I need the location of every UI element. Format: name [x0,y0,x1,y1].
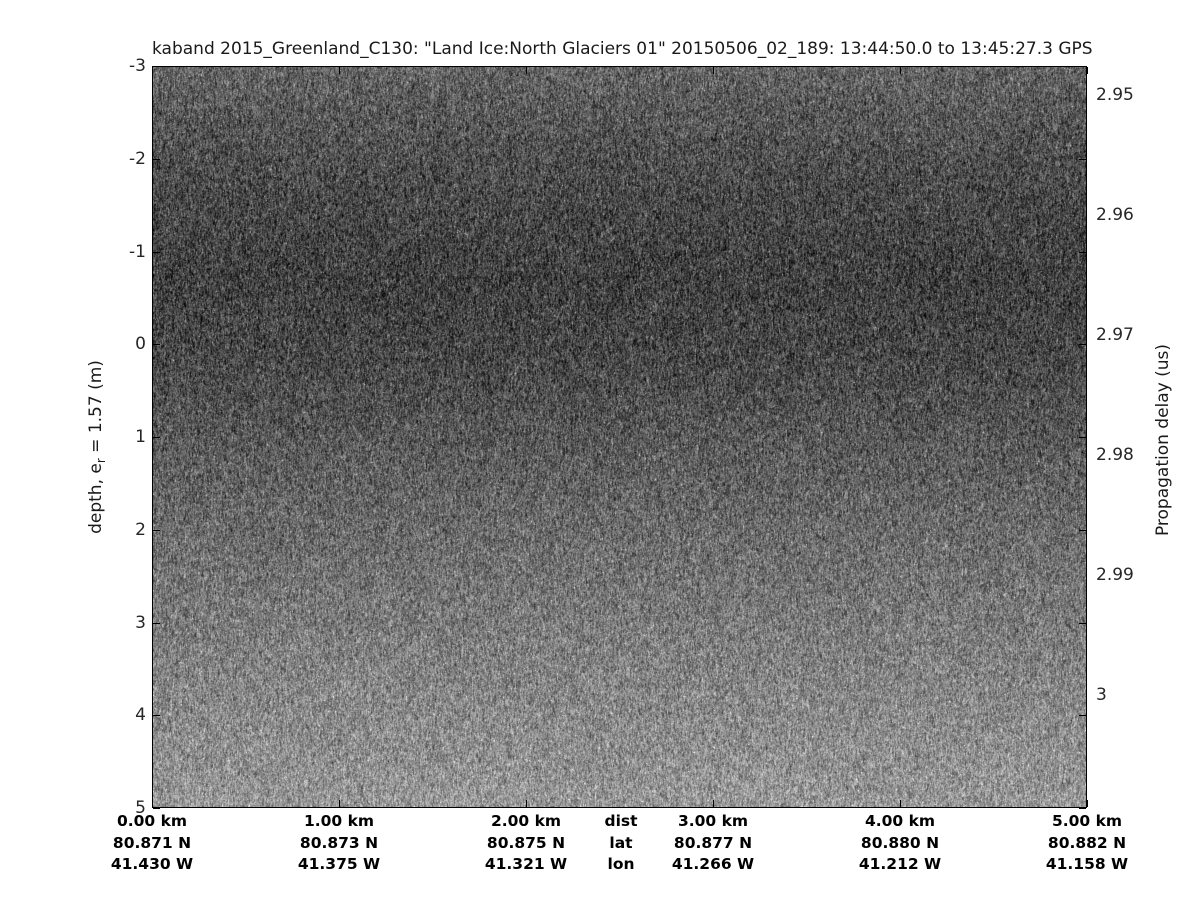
delay-tick-label: 2.96 [1096,205,1134,225]
delay-tick-label: 2.97 [1096,325,1134,345]
depth-tick-mark [153,715,160,716]
distance-tick-mark [152,67,153,74]
distance-column: 0.00 km 80.871 N 41.430 W [67,811,237,876]
echogram-plot-area [152,66,1088,809]
depth-tick-label: 4 [135,705,146,726]
lat-value: 80.873 N [299,833,379,852]
depth-tick-label: 5 [135,798,146,818]
delay-tick-label: 3 [1096,685,1107,705]
dist-value: 5.00 km [1051,812,1123,830]
lon-value: 41.321 W [484,855,568,873]
distance-tick-mark [1087,800,1088,807]
lon-value: 41.430 W [110,855,194,873]
x-axis-header-lat: lat [609,833,633,852]
depth-tick-mark [153,623,160,624]
depth-tick-mark [1079,623,1086,624]
depth-tick-label: 0 [135,334,146,355]
depth-tick-mark [1079,530,1086,531]
depth-tick-mark [1079,808,1086,809]
lat-value: 80.882 N [1047,833,1127,852]
lat-value: 80.875 N [486,833,566,852]
distance-tick-mark [1087,67,1088,74]
dist-value: 0.00 km [116,812,188,830]
depth-tick-mark [1079,715,1086,716]
lon-value: 41.266 W [671,855,755,873]
left-axis-label-sub: r [94,458,109,464]
dist-value: 1.00 km [303,812,375,830]
depth-tick-mark [1079,437,1086,438]
plot-title: kaband 2015_Greenland_C130: "Land Ice:No… [152,39,1093,59]
distance-tick-mark [152,800,153,807]
depth-tick-mark [153,252,160,253]
distance-tick-mark [713,67,714,74]
delay-tick-label: 2.98 [1096,445,1134,465]
distance-tick-mark [900,67,901,74]
x-axis-header-column: dist lat lon [536,811,706,876]
distance-column: 4.00 km 80.880 N 41.212 W [815,811,985,876]
dist-value: 3.00 km [677,812,749,830]
depth-tick-mark [1079,66,1086,67]
delay-tick-label: 2.95 [1096,85,1134,105]
depth-tick-label: 3 [135,612,146,633]
depth-tick-mark [1079,344,1086,345]
x-axis-header-dist: dist [604,812,638,830]
distance-column: 2.00 km 80.875 N 41.321 W [441,811,611,876]
depth-tick-mark [153,530,160,531]
dist-value: 4.00 km [864,812,936,830]
distance-column: 1.00 km 80.873 N 41.375 W [254,811,424,876]
depth-tick-mark [153,159,160,160]
depth-tick-label: -3 [129,56,146,76]
depth-tick-label: 1 [135,427,146,447]
lat-value: 80.871 N [112,833,192,852]
lon-value: 41.158 W [1045,855,1129,873]
distance-tick-mark [900,800,901,807]
distance-tick-mark [526,800,527,807]
depth-tick-mark [153,66,160,67]
distance-tick-mark [339,800,340,807]
distance-tick-mark [526,67,527,74]
x-axis-header-lon: lon [607,855,635,873]
dist-value: 2.00 km [490,812,562,830]
lon-value: 41.375 W [297,855,381,873]
right-axis-label: Propagation delay (us) [1153,343,1173,537]
lat-value: 80.880 N [860,833,940,852]
left-axis-label: depth, er = 1.57 (m) [86,360,108,534]
distance-tick-mark [339,67,340,74]
lon-value: 41.212 W [858,855,942,873]
distance-column: 3.00 km 80.877 N 41.266 W [628,811,798,876]
echogram-image [153,67,1086,807]
distance-tick-mark [713,800,714,807]
depth-tick-mark [1079,159,1086,160]
depth-tick-mark [153,437,160,438]
distance-column: 5.00 km 80.882 N 41.158 W [1002,811,1172,876]
depth-tick-mark [153,344,160,345]
depth-tick-mark [1079,252,1086,253]
depth-tick-label: -1 [129,241,146,262]
depth-tick-mark [153,808,160,809]
depth-tick-label: 2 [135,519,146,540]
lat-value: 80.877 N [673,833,753,852]
depth-tick-label: -2 [129,148,146,169]
delay-tick-label: 2.99 [1096,565,1134,585]
